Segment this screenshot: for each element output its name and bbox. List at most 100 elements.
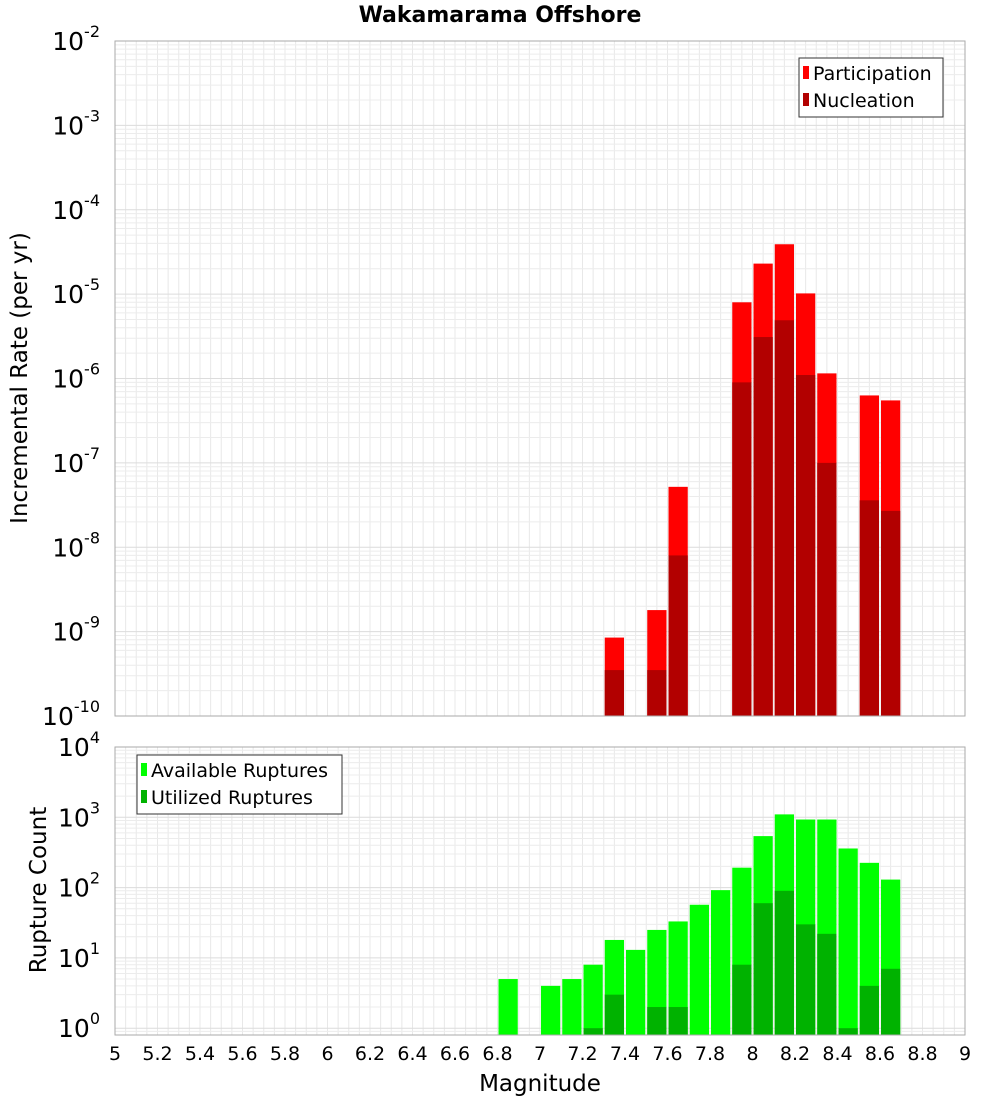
bottom-legend-label: Utilized Ruptures (151, 787, 313, 809)
bottom-bar-utilized-ruptures (881, 968, 901, 1035)
bottom-legend-label: Available Ruptures (151, 760, 328, 782)
top-legend-swatch (803, 66, 809, 79)
top-y-tick-exponent: -9 (84, 613, 100, 632)
top-bar-nucleation (668, 555, 688, 716)
bottom-bar-utilized-ruptures (796, 924, 816, 1035)
bottom-y-tick-base: 10 (58, 733, 90, 762)
top-y-tick-base: 10 (52, 196, 84, 225)
bottom-y-tick-exponent: 4 (90, 728, 100, 747)
bottom-legend (136, 754, 343, 815)
bottom-y-axis-label: Rupture Count (26, 807, 52, 973)
bottom-bar-available-ruptures (711, 890, 731, 1035)
top-y-tick-exponent: -10 (74, 697, 100, 716)
x-tick-label: 6.4 (397, 1043, 427, 1065)
top-y-tick-base: 10 (42, 702, 74, 731)
x-axis-label: Magnitude (479, 1071, 601, 1097)
bottom-plot-frame (114, 746, 966, 1036)
x-tick-label: 7 (534, 1043, 546, 1065)
top-bar-nucleation (774, 320, 794, 716)
bottom-bar-utilized-ruptures (604, 994, 624, 1035)
bottom-y-tick-base: 10 (58, 803, 90, 832)
x-tick-label: 7.2 (567, 1043, 597, 1065)
bottom-y-tick-base: 10 (58, 874, 90, 903)
top-y-tick-label: 10-5 (52, 275, 100, 309)
x-tick-label: 7.6 (652, 1043, 682, 1065)
top-y-tick-base: 10 (52, 449, 84, 478)
x-tick-label: 8.6 (865, 1043, 895, 1065)
bottom-y-tick-label: 101 (58, 939, 100, 973)
top-bar-nucleation (753, 337, 773, 716)
x-tick-label: 6.6 (440, 1043, 470, 1065)
bottom-bar-available-ruptures (626, 949, 646, 1035)
bottom-y-tick-label: 102 (58, 869, 100, 903)
top-bar-nucleation (881, 510, 901, 716)
top-y-tick-label: 10-9 (52, 613, 100, 647)
top-y-tick-exponent: -7 (84, 444, 100, 463)
x-tick-label: 6.2 (355, 1043, 385, 1065)
bottom-bar-utilized-ruptures (647, 1007, 667, 1035)
x-tick-label: 6.8 (482, 1043, 512, 1065)
bottom-bar-utilized-ruptures (668, 1007, 688, 1035)
x-tick-label: 8.2 (780, 1043, 810, 1065)
bottom-bar-utilized-ruptures (774, 890, 794, 1035)
bottom-bar-available-ruptures (541, 985, 561, 1035)
bottom-y-tick-base: 10 (58, 944, 90, 973)
bottom-bar-utilized-ruptures (753, 903, 773, 1035)
bottom-y-tick-exponent: 1 (90, 939, 100, 958)
top-bar-nucleation (817, 462, 837, 716)
bottom-bar-available-ruptures (583, 964, 603, 1035)
top-y-tick-label: 10-3 (52, 106, 100, 140)
x-tick-label: 8.8 (907, 1043, 937, 1065)
top-y-tick-base: 10 (52, 280, 84, 309)
bottom-y-tick-exponent: 0 (90, 1009, 100, 1028)
bottom-bar-available-ruptures (838, 848, 858, 1035)
x-tick-label: 8 (746, 1043, 758, 1065)
x-tick-label: 9 (959, 1043, 971, 1065)
bottom-bar-available-ruptures (562, 979, 582, 1035)
bottom-y-tick-label: 104 (58, 728, 100, 762)
bottom-bar-utilized-ruptures (732, 964, 752, 1035)
top-y-tick-exponent: -4 (84, 191, 100, 210)
top-y-tick-exponent: -8 (84, 528, 100, 547)
bottom-bar-utilized-ruptures (859, 985, 879, 1035)
bottom-bar-utilized-ruptures (838, 1028, 858, 1035)
bottom-y-tick-exponent: 3 (90, 798, 100, 817)
top-y-tick-label: 10-7 (52, 444, 100, 478)
bottom-y-tick-label: 103 (58, 798, 100, 832)
chart-title: Wakamarama Offshore (359, 3, 642, 28)
top-y-tick-base: 10 (52, 533, 84, 562)
top-legend-swatch (803, 93, 809, 106)
x-tick-label: 5.8 (270, 1043, 300, 1065)
bottom-bar-available-ruptures (668, 921, 688, 1035)
x-tick-label: 5.6 (227, 1043, 257, 1065)
x-tick-label: 8.4 (822, 1043, 852, 1065)
x-tick-label: 7.4 (610, 1043, 640, 1065)
bottom-bar-utilized-ruptures (817, 933, 837, 1035)
x-tick-label: 5 (109, 1043, 121, 1065)
bottom-y-tick-exponent: 2 (90, 869, 100, 888)
top-legend-label: Participation (813, 63, 932, 85)
x-tick-label: 6 (321, 1043, 333, 1065)
top-y-tick-label: 10-6 (52, 360, 100, 394)
top-y-axis-label: Incremental Rate (per yr) (7, 232, 33, 524)
bottom-y-tick-base: 10 (58, 1014, 90, 1043)
top-y-tick-base: 10 (52, 27, 84, 56)
top-y-tick-exponent: -6 (84, 360, 100, 379)
top-y-tick-label: 10-4 (52, 191, 100, 225)
top-legend-label: Nucleation (813, 90, 915, 112)
bottom-bar-available-ruptures (498, 979, 518, 1035)
top-y-tick-label: 10-8 (52, 528, 100, 562)
top-y-tick-base: 10 (52, 618, 84, 647)
top-bar-nucleation (796, 375, 816, 716)
top-bar-nucleation (604, 670, 624, 716)
top-bar-nucleation (859, 500, 879, 716)
top-y-tick-exponent: -5 (84, 275, 100, 294)
x-tick-label: 7.8 (695, 1043, 725, 1065)
bottom-legend-swatch (141, 790, 147, 803)
top-plot-frame (114, 40, 966, 717)
x-tick-label: 5.2 (142, 1043, 172, 1065)
bottom-bar-utilized-ruptures (583, 1028, 603, 1035)
top-y-tick-label: 10-2 (52, 22, 100, 56)
top-y-tick-base: 10 (52, 111, 84, 140)
